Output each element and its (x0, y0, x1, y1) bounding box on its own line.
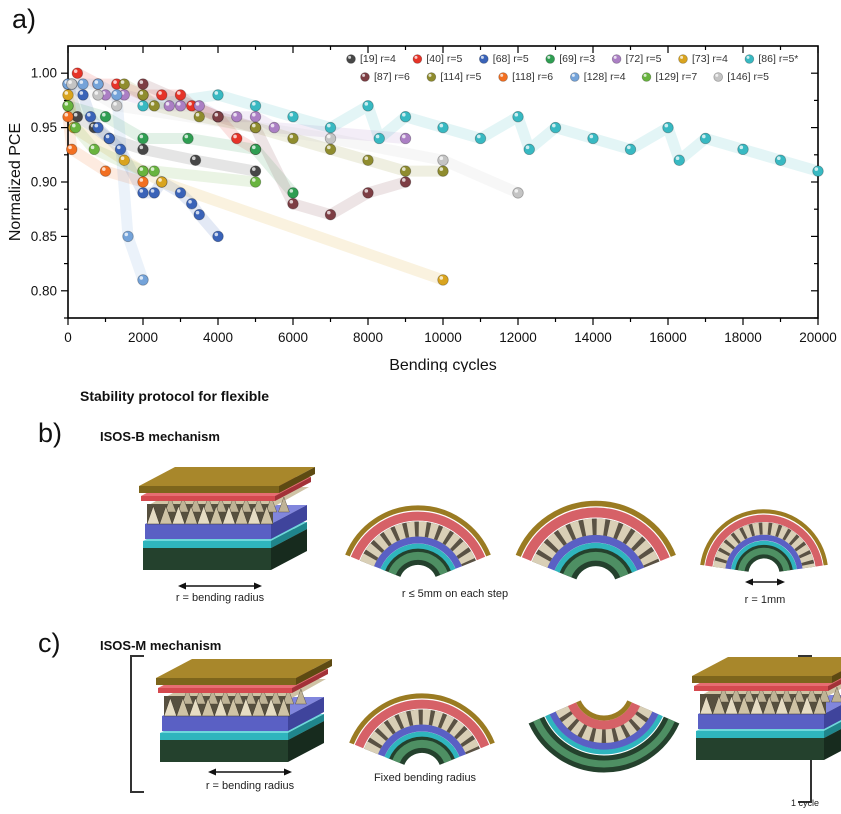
bending-cycles-chart: 0 2000 4000 6000 8000 10000 12000 14000 16000 180… (7, 45, 837, 372)
svg-text:[68] r=5: [68] r=5 (493, 53, 529, 65)
svg-text:Normalized PCE: Normalized PCE (7, 123, 24, 241)
svg-text:2000: 2000 (128, 330, 158, 345)
svg-text:[128] r=4: [128] r=4 (584, 71, 626, 83)
svg-text:[114] r=5: [114] r=5 (440, 71, 481, 83)
caption-step-radius: r ≤ 5mm on each step (401, 588, 509, 600)
svg-text:[146] r=5: [146] r=5 (727, 71, 769, 83)
caption-bending-radius-b: r = bending radius (175, 592, 265, 604)
svg-text:10000: 10000 (424, 330, 462, 345)
svg-text:[86] r=5*: [86] r=5* (758, 53, 798, 65)
caption-one-cycle: 1 cycle (790, 798, 819, 808)
svg-text:[87] r=6: [87] r=6 (374, 71, 410, 83)
svg-text:0.90: 0.90 (31, 175, 57, 190)
svg-text:1.00: 1.00 (31, 66, 57, 81)
caption-r-1mm: r = 1mm (744, 594, 786, 606)
isos-b-diagram (139, 467, 828, 590)
svg-text:[129] r=7: [129] r=7 (656, 71, 698, 83)
panel-c-label: c) (38, 628, 61, 658)
svg-text:16000: 16000 (649, 330, 687, 345)
svg-text:[73] r=4: [73] r=4 (692, 53, 728, 65)
svg-text:0.95: 0.95 (31, 120, 57, 135)
svg-text:18000: 18000 (724, 330, 762, 345)
panel-c-title: ISOS-M mechanism (100, 638, 222, 653)
svg-text:[69] r=3: [69] r=3 (559, 53, 595, 65)
svg-text:0.85: 0.85 (31, 229, 57, 244)
isos-m-diagram (130, 655, 841, 803)
caption-bending-radius-c: r = bending radius (205, 780, 295, 792)
section-title: Stability protocol for flexible (80, 388, 270, 404)
svg-text:[72] r=5: [72] r=5 (626, 53, 662, 65)
svg-text:0.80: 0.80 (31, 283, 57, 298)
svg-text:14000: 14000 (574, 330, 612, 345)
svg-text:[118] r=6: [118] r=6 (512, 71, 553, 83)
panel-b-label: b) (38, 418, 63, 448)
svg-text:Bending cycles: Bending cycles (389, 357, 497, 372)
svg-text:20000: 20000 (799, 330, 837, 345)
svg-text:8000: 8000 (353, 330, 383, 345)
svg-text:[19] r=4: [19] r=4 (360, 53, 396, 65)
panel-a-label: a) (12, 4, 37, 34)
svg-text:0: 0 (64, 330, 72, 345)
panel-b-title: ISOS-B mechanism (100, 429, 220, 444)
svg-text:6000: 6000 (278, 330, 308, 345)
caption-fixed-radius: Fixed bending radius (373, 772, 477, 784)
svg-text:[40] r=5: [40] r=5 (426, 53, 462, 65)
svg-text:4000: 4000 (203, 330, 233, 345)
svg-text:12000: 12000 (499, 330, 537, 345)
